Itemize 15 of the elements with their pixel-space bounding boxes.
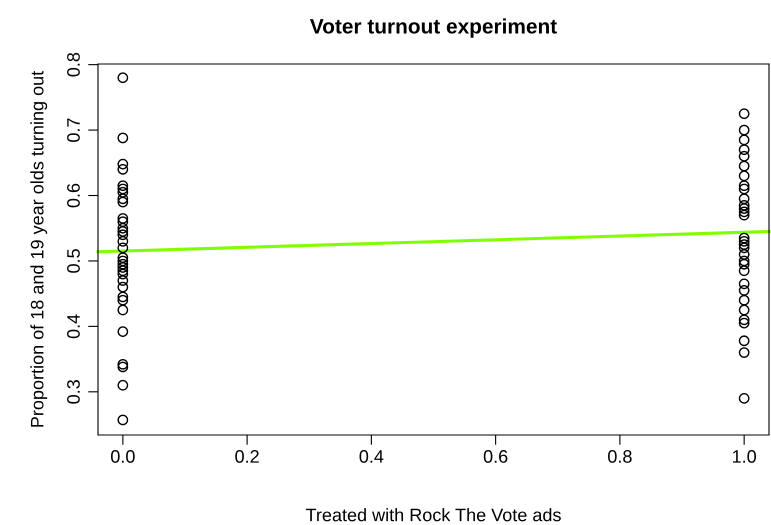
y-tick-label: 0.8	[67, 52, 80, 76]
y-tick-label: 0.5	[67, 249, 80, 273]
x-tick-label: 0.8	[608, 450, 632, 463]
x-tick-label: 0.4	[360, 450, 384, 463]
chart-title: Voter turnout experiment	[310, 18, 557, 38]
x-tick-label: 0.2	[235, 450, 259, 463]
x-axis-title: Treated with Rock The Vote ads	[306, 508, 561, 522]
x-tick-label: 0.0	[111, 450, 135, 463]
y-axis-title: Proportion of 18 and 19 year olds turning out	[30, 70, 48, 427]
y-tick-label: 0.7	[67, 118, 80, 142]
y-tick-label: 0.4	[67, 314, 80, 338]
x-tick-label: 1.0	[732, 450, 756, 463]
y-tick-label: 0.3	[67, 380, 80, 404]
x-tick-label: 0.6	[484, 450, 508, 463]
y-tick-label: 0.6	[67, 184, 80, 208]
